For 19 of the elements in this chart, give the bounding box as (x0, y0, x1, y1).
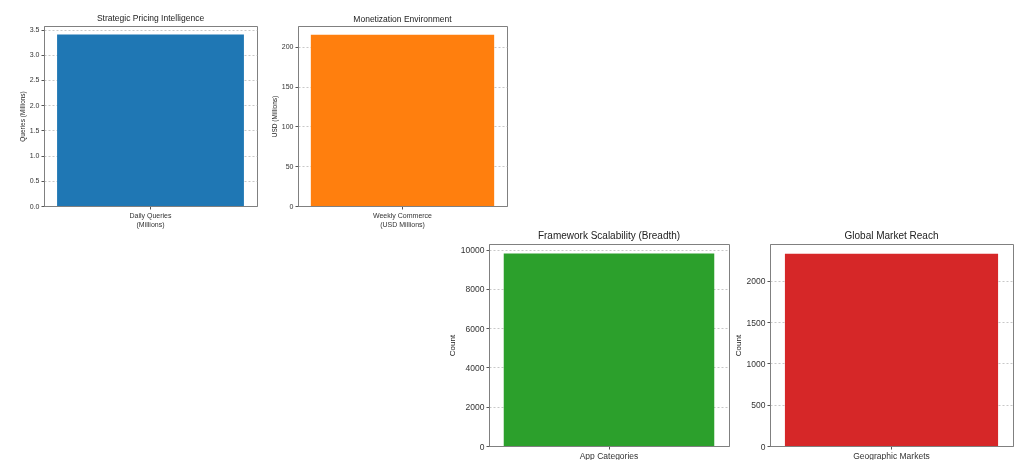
y-tick-label: 0 (479, 441, 485, 452)
y-axis-title: Count (733, 334, 743, 357)
chart-title: Strategic Pricing Intelligence (96, 13, 205, 24)
y-tick-label: 1500 (746, 317, 766, 328)
y-tick-label: 4000 (465, 362, 485, 373)
y-tick-label: 8000 (465, 284, 485, 295)
y-axis-title: Count (447, 334, 457, 357)
chart-title: Framework Scalability (Breadth) (537, 230, 681, 241)
y-tick-label: 0 (760, 441, 766, 452)
y-tick-label: 1000 (746, 358, 766, 369)
y-tick-label: 500 (751, 400, 766, 411)
y-tick-label: 2000 (465, 402, 485, 413)
chart-title: Global Market Reach (844, 230, 939, 241)
x-tick-label: Geographic Markets (853, 450, 930, 461)
y-tick-label: 6000 (465, 323, 485, 334)
y-tick-label: 10000 (460, 245, 485, 256)
x-tick-label: App Categories (579, 450, 639, 461)
chart-title: Monetization Environment (353, 13, 453, 24)
y-tick-label: 2000 (746, 276, 766, 287)
